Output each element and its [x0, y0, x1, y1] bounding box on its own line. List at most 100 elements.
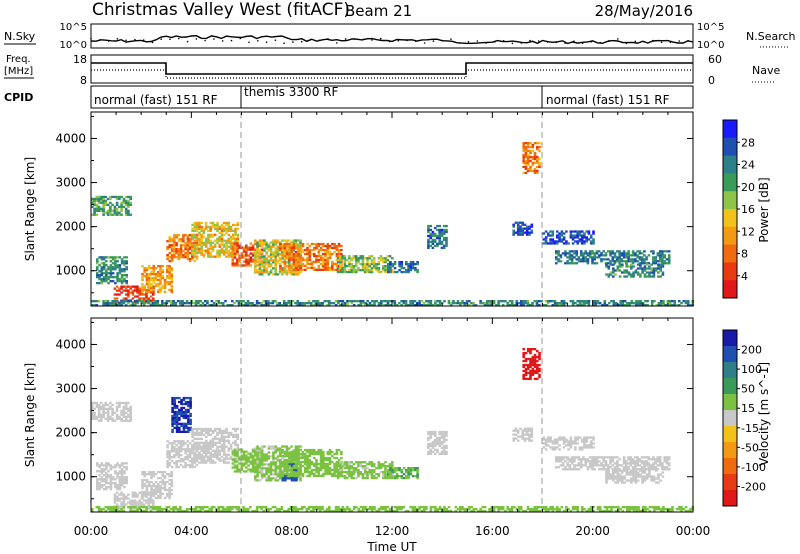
power-cell	[173, 256, 176, 259]
power-cell	[650, 275, 653, 278]
velocity-cell	[211, 439, 215, 442]
power-cell	[227, 249, 231, 252]
power-cell	[343, 302, 347, 305]
nsky-trace	[90, 34, 694, 45]
velocity-cell	[145, 478, 149, 482]
power-cell	[91, 201, 94, 204]
power-cell	[558, 232, 561, 235]
power-cell	[150, 267, 153, 270]
power-cell	[297, 248, 300, 252]
power-cell	[524, 146, 528, 149]
power-cell	[209, 255, 212, 258]
power-cell	[657, 275, 660, 278]
power-cell	[159, 278, 162, 282]
power-cell	[308, 266, 312, 270]
velocity-cell	[267, 477, 271, 480]
power-cell	[429, 228, 432, 232]
power-cell	[427, 304, 430, 307]
velocity-cell	[315, 464, 318, 468]
power-cell	[131, 302, 135, 305]
power-cell	[299, 263, 302, 266]
velocity-cell	[445, 432, 448, 436]
power-cell	[200, 249, 203, 252]
power-cell	[638, 262, 642, 265]
velocity-cell	[233, 448, 237, 451]
power-cell	[568, 250, 572, 253]
power-cell	[438, 300, 442, 303]
velocity-cell	[294, 462, 298, 466]
power-cell	[308, 252, 312, 256]
velocity-cell	[290, 445, 293, 448]
power-cell	[368, 270, 371, 274]
velocity-cell	[348, 461, 351, 464]
power-cell	[377, 267, 381, 270]
power-cell	[523, 227, 527, 230]
power-cell	[216, 251, 219, 254]
velocity-cell	[256, 447, 259, 450]
power-cell	[283, 269, 286, 272]
power-cell	[118, 197, 121, 201]
power-cell	[568, 256, 572, 259]
power-cell	[571, 234, 575, 237]
power-cell	[560, 232, 564, 235]
power-cell	[409, 263, 413, 266]
power-cell	[131, 291, 135, 294]
velocity-cell	[529, 352, 532, 355]
velocity-cell	[202, 459, 206, 462]
power-cell	[625, 256, 628, 259]
power-cell	[251, 244, 255, 247]
power-cell	[210, 304, 214, 307]
power-cell	[301, 264, 305, 268]
power-cell	[553, 304, 557, 307]
power-cell	[609, 262, 612, 265]
velocity-cell	[339, 467, 342, 470]
power-cell	[290, 256, 293, 260]
power-cell	[152, 270, 156, 274]
power-cell	[109, 195, 112, 199]
power-cell	[168, 252, 172, 255]
power-cell	[152, 302, 155, 305]
power-cell	[346, 304, 349, 307]
velocity-cell	[191, 463, 194, 467]
power-cell	[405, 269, 408, 272]
velocity-cell	[531, 357, 535, 361]
power-cell	[468, 300, 471, 303]
velocity-cell	[361, 461, 365, 464]
power-cell	[288, 258, 291, 262]
velocity-cell	[281, 462, 284, 466]
velocity-cell	[186, 456, 190, 459]
velocity-cell	[100, 468, 104, 471]
velocity-cell	[143, 471, 146, 474]
power-cell	[184, 242, 187, 245]
power-cell	[648, 267, 651, 270]
velocity-cell	[141, 486, 144, 490]
power-cell	[529, 151, 532, 155]
power-cell	[218, 253, 221, 256]
power-cell	[260, 241, 264, 244]
power-cell	[404, 304, 408, 307]
power-cell	[661, 252, 664, 255]
velocity-cell	[191, 435, 194, 438]
velocity-cell	[166, 494, 169, 498]
date-label: 28/May/2016	[595, 2, 693, 20]
velocity-cell	[222, 435, 226, 438]
velocity-cell	[213, 453, 217, 456]
power-cell	[631, 254, 635, 257]
velocity-cell	[140, 501, 144, 504]
velocity-cell	[294, 445, 298, 448]
power-cell	[97, 209, 101, 212]
power-cell	[285, 261, 289, 264]
velocity-cell	[111, 409, 114, 412]
velocity-cell	[299, 463, 302, 466]
velocity-cell	[297, 458, 300, 462]
velocity-cell	[538, 355, 541, 359]
velocity-cell	[202, 433, 206, 436]
power-cell	[220, 247, 224, 250]
power-cell	[618, 260, 621, 263]
velocity-cell	[170, 473, 174, 476]
velocity-cell	[198, 431, 201, 435]
velocity-cell	[231, 462, 235, 465]
power-cell	[209, 243, 212, 246]
power-cell	[265, 261, 268, 264]
velocity-cell	[195, 460, 199, 463]
